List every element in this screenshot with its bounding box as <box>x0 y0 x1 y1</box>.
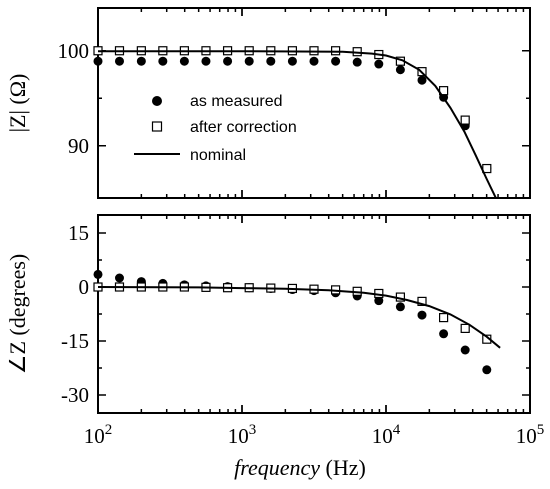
phase-as-measured-point <box>93 269 103 279</box>
magnitude-as-measured-point <box>417 75 427 85</box>
magnitude-panel: 90 100 as measured after correction nomin… <box>5 7 531 199</box>
phase-panel: -30 -15 0 15 102 103 104 105 ∠Z (degrees) frequ… <box>5 214 544 480</box>
magnitude-tick-group: 90 100 <box>58 8 531 198</box>
magnitude-as-measured-point <box>309 56 319 66</box>
legend-label-as-measured: as measured <box>190 93 283 110</box>
magnitude-as-measured-point <box>114 56 124 66</box>
magnitude-as-measured-point <box>179 56 189 66</box>
phase-as-measured-point <box>114 273 124 283</box>
magnitude-as-measured-point <box>352 57 362 67</box>
y-tick-label: 90 <box>68 134 89 158</box>
magnitude-as-measured-point <box>287 56 297 66</box>
y-tick-label: 100 <box>58 39 90 63</box>
magnitude-as-measured-point <box>223 56 233 66</box>
magnitude-as-measured-point <box>158 56 168 66</box>
y-tick-label: -30 <box>61 383 89 407</box>
legend-label-nominal: nominal <box>190 147 246 164</box>
magnitude-as-measured-point <box>395 65 405 75</box>
phase-as-measured-point <box>460 345 470 355</box>
magnitude-as-measured-point <box>201 56 211 66</box>
phase-as-measured-point <box>374 296 384 306</box>
magnitude-as-measured-point <box>331 56 341 66</box>
phase-nominal-line <box>98 286 501 349</box>
phase-after-correction-point <box>439 313 449 323</box>
phase-as-measured-point <box>417 310 427 320</box>
magnitude-as-measured-point <box>244 56 254 66</box>
legend-marker-after-correction <box>151 121 163 132</box>
magnitude-series-group <box>93 46 497 198</box>
magnitude-axis-label: |Z| (Ω) <box>5 74 30 133</box>
phase-after-correction-point <box>417 296 427 306</box>
legend-marker-as-measured <box>152 96 162 106</box>
phase-tick-group: -30 -15 0 15 102 103 104 105 <box>61 215 544 448</box>
magnitude-as-measured-point <box>93 56 103 66</box>
legend-label-after-correction: after correction <box>190 119 297 136</box>
magnitude-as-measured-point <box>136 56 146 66</box>
magnitude-as-measured-point <box>266 56 276 66</box>
x-tick-label: 102 <box>84 422 113 448</box>
phase-axis-label: ∠Z (degrees) <box>5 254 30 375</box>
y-tick-label: 15 <box>68 221 89 245</box>
x-tick-label: 105 <box>516 422 545 448</box>
magnitude-nominal-line <box>98 50 497 198</box>
legend: as measured after correction nominal <box>134 93 297 164</box>
y-tick-label: 0 <box>79 275 90 299</box>
phase-as-measured-point <box>439 329 449 339</box>
magnitude-plot-frame <box>97 7 531 199</box>
magnitude-as-measured-point <box>374 59 384 69</box>
phase-as-measured-point <box>395 302 405 312</box>
frequency-axis-label: frequency (Hz) <box>234 455 366 480</box>
phase-plot-frame <box>97 214 531 414</box>
x-tick-label: 104 <box>372 422 401 448</box>
y-tick-label: -15 <box>61 329 89 353</box>
x-tick-label: 103 <box>228 422 257 448</box>
phase-as-measured-point <box>482 365 492 375</box>
magnitude-after-correction-point <box>460 115 470 125</box>
phase-after-correction-point <box>460 323 470 333</box>
phase-series-group <box>93 269 501 375</box>
